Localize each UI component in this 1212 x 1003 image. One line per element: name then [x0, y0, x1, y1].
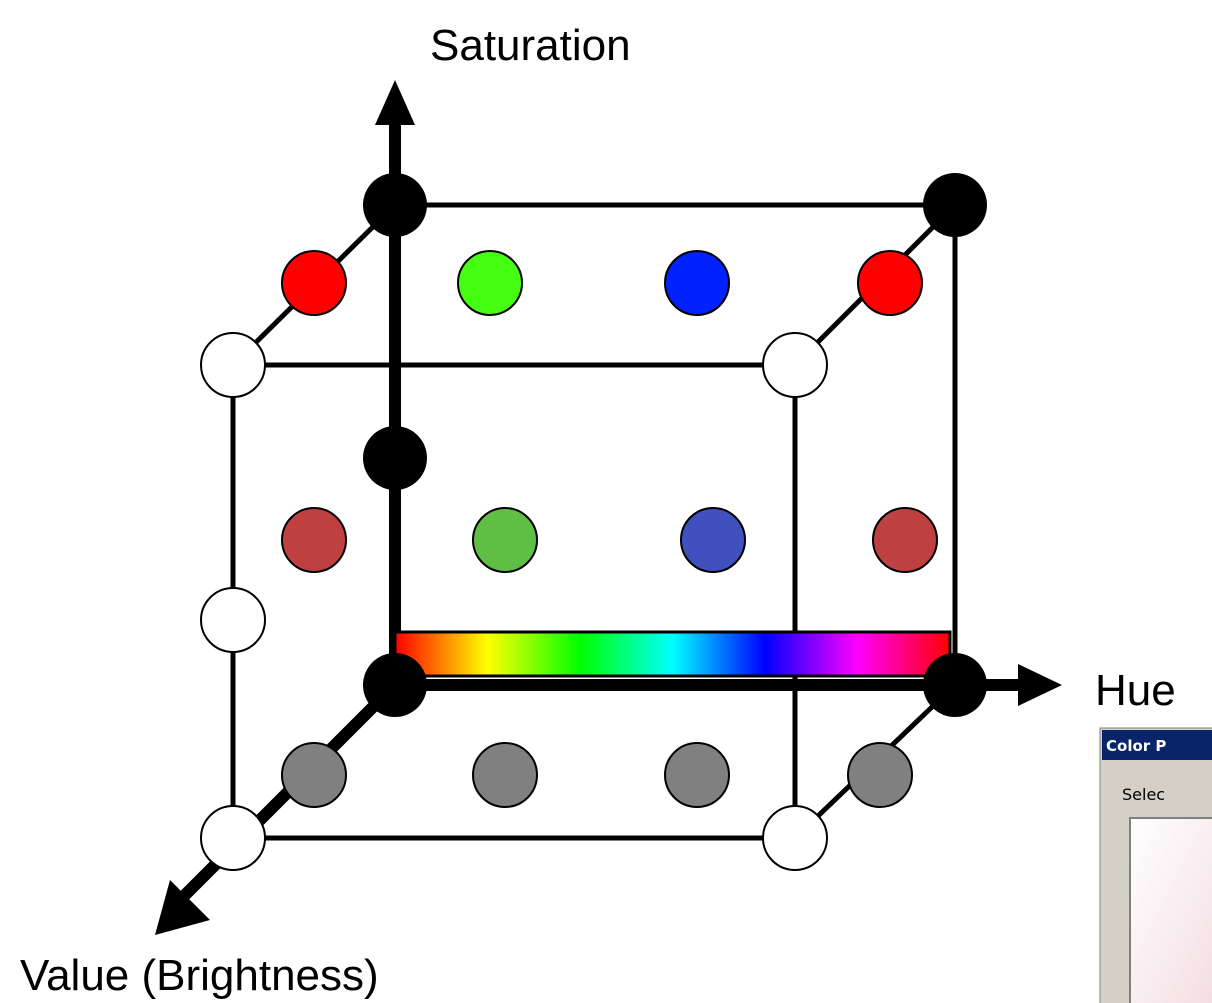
hue-spectrum-bar — [393, 630, 952, 678]
value-axis — [155, 680, 400, 935]
swatch-mid-4 — [872, 507, 938, 573]
color-swatch-area[interactable] — [1129, 817, 1212, 1003]
saturation-axis-label: Saturation — [430, 21, 631, 70]
window-title: Color P — [1106, 737, 1166, 755]
bottom-row-swatches — [281, 742, 913, 808]
swatch-top-4 — [857, 250, 923, 316]
corner-nodes — [363, 173, 987, 717]
swatch-bottom-4 — [847, 742, 913, 808]
saturation-arrowhead — [375, 80, 415, 125]
swatch-top-1 — [281, 250, 347, 316]
swatch-top-2 — [457, 250, 523, 316]
swatch-top-3 — [664, 250, 730, 316]
corner-node-mid-axis — [363, 426, 427, 490]
value-arrowhead — [155, 880, 210, 935]
swatch-mid-3 — [680, 507, 746, 573]
white-nodes — [200, 332, 828, 871]
color-picker-window: Color P Selec — [1099, 727, 1212, 1003]
middle-row-swatches — [281, 507, 938, 573]
hue-axis-label: Hue — [1095, 666, 1176, 715]
hue-axis — [395, 664, 1062, 706]
white-node-front-bottom-left — [200, 805, 266, 871]
swatch-bottom-1 — [281, 742, 347, 808]
corner-node-bottom-right — [923, 653, 987, 717]
hue-arrowhead — [1018, 664, 1062, 706]
swatch-mid-2 — [472, 507, 538, 573]
corner-node-origin — [363, 653, 427, 717]
corner-node-top-left — [363, 173, 427, 237]
white-node-front-top-left — [200, 332, 266, 398]
corner-node-top-right — [923, 173, 987, 237]
top-row-swatches — [281, 250, 923, 316]
swatch-mid-1 — [281, 507, 347, 573]
swatch-bottom-2 — [472, 742, 538, 808]
white-node-front-bottom-right — [762, 805, 828, 871]
window-titlebar[interactable] — [1102, 730, 1212, 760]
white-node-front-top-right — [762, 332, 828, 398]
value-axis-label: Value (Brightness) — [20, 951, 379, 1000]
white-node-front-mid-left — [200, 587, 266, 653]
window-select-label: Selec — [1122, 785, 1165, 804]
saturation-axis — [375, 80, 415, 688]
swatch-bottom-3 — [664, 742, 730, 808]
